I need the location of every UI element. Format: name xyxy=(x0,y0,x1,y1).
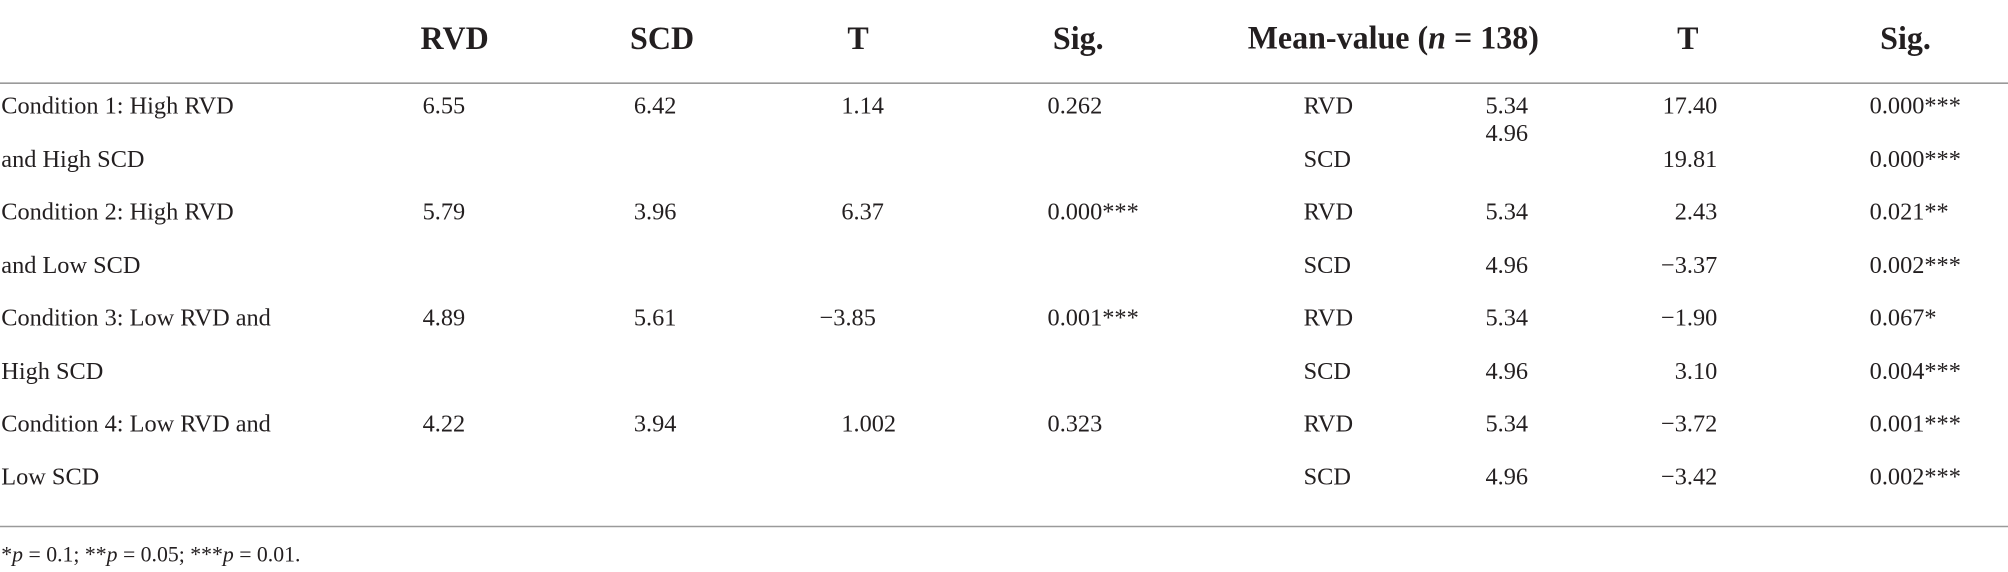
cell: 17.40 xyxy=(1663,92,1718,119)
cell: 6.42 xyxy=(634,92,677,119)
footnote-part: p xyxy=(221,541,234,566)
cell: 2.43 xyxy=(1675,198,1718,225)
cell: 0.004*** xyxy=(1870,358,1961,385)
footnote-part: = 0.05; *** xyxy=(118,541,223,566)
cell: 0.000*** xyxy=(1870,146,1961,173)
header-part: = 138) xyxy=(1446,20,1539,56)
cell: 0.002*** xyxy=(1870,252,1961,279)
column-header: SCD xyxy=(630,20,694,56)
row-label: and High SCD xyxy=(1,146,144,173)
column-header: Sig. xyxy=(1880,20,1931,56)
column-header: T xyxy=(1677,20,1699,56)
footnote-part: p xyxy=(10,541,23,566)
cell: 1.002 xyxy=(841,410,896,437)
cell: 0.001*** xyxy=(1048,304,1139,331)
header-part: n xyxy=(1428,20,1446,56)
cell: RVD xyxy=(1304,198,1353,225)
cell: 3.96 xyxy=(634,198,677,225)
cell: 0.002*** xyxy=(1870,464,1961,491)
cell: 3.10 xyxy=(1675,358,1718,385)
column-header: T xyxy=(847,20,869,56)
cell: −3.72 xyxy=(1661,410,1717,437)
cell: 0.000*** xyxy=(1048,198,1139,225)
cell: RVD xyxy=(1304,304,1353,331)
cell: 0.001*** xyxy=(1870,410,1961,437)
footnote-part: = 0.1; ** xyxy=(23,541,107,566)
footnote-part: = 0.01. xyxy=(234,541,301,566)
cell: 6.55 xyxy=(423,92,466,119)
cell: 4.96 xyxy=(1486,464,1529,491)
row-label: and Low SCD xyxy=(1,252,140,279)
row-label: Low SCD xyxy=(1,464,99,491)
header-part: Mean-value ( xyxy=(1248,20,1428,56)
cell: 4.22 xyxy=(423,410,466,437)
cell: −1.90 xyxy=(1661,304,1717,331)
cell: RVD xyxy=(1304,410,1353,437)
footnote-part: p xyxy=(105,541,118,566)
cell: 6.37 xyxy=(841,198,884,225)
column-header: RVD xyxy=(421,20,489,56)
row-label: Condition 3: Low RVD and xyxy=(1,304,271,331)
cell: 5.61 xyxy=(634,304,677,331)
cell: 5.34 xyxy=(1486,304,1529,331)
cell: SCD xyxy=(1304,464,1351,491)
cell: 0.323 xyxy=(1048,410,1103,437)
cell: −3.85 xyxy=(820,304,876,331)
cell: 3.94 xyxy=(634,410,677,437)
row-label: Condition 1: High RVD xyxy=(1,92,233,119)
cell: 0.021** xyxy=(1870,198,1949,225)
cell: 4.96 xyxy=(1486,358,1529,385)
cell: 4.96 xyxy=(1486,120,1529,147)
cell: 4.96 xyxy=(1486,252,1529,279)
cell: 5.34 xyxy=(1486,92,1529,119)
cell: 1.14 xyxy=(841,92,884,119)
cell: SCD xyxy=(1304,146,1351,173)
cell: SCD xyxy=(1304,252,1351,279)
column-header: Mean-value (n = 138) xyxy=(1248,20,1539,56)
cell: SCD xyxy=(1304,358,1351,385)
cell: 0.000*** xyxy=(1870,92,1961,119)
row-label: Condition 2: High RVD xyxy=(1,198,233,225)
cell: 4.89 xyxy=(423,304,466,331)
cell: 5.79 xyxy=(423,198,466,225)
cell: −3.42 xyxy=(1661,464,1717,491)
cell: 0.262 xyxy=(1048,92,1103,119)
cell: 5.34 xyxy=(1486,198,1529,225)
cell: 5.34 xyxy=(1486,410,1529,437)
cell: −3.37 xyxy=(1661,252,1717,279)
cell: 0.067* xyxy=(1870,304,1937,331)
cell: RVD xyxy=(1304,92,1353,119)
row-label: Condition 4: Low RVD and xyxy=(1,410,271,437)
footnote: *p = 0.1; **p = 0.05; ***p = 0.01. xyxy=(1,541,300,566)
column-header: Sig. xyxy=(1053,20,1104,56)
row-label: High SCD xyxy=(1,358,103,385)
footnote-part: * xyxy=(1,541,12,566)
cell: 19.81 xyxy=(1663,146,1718,173)
